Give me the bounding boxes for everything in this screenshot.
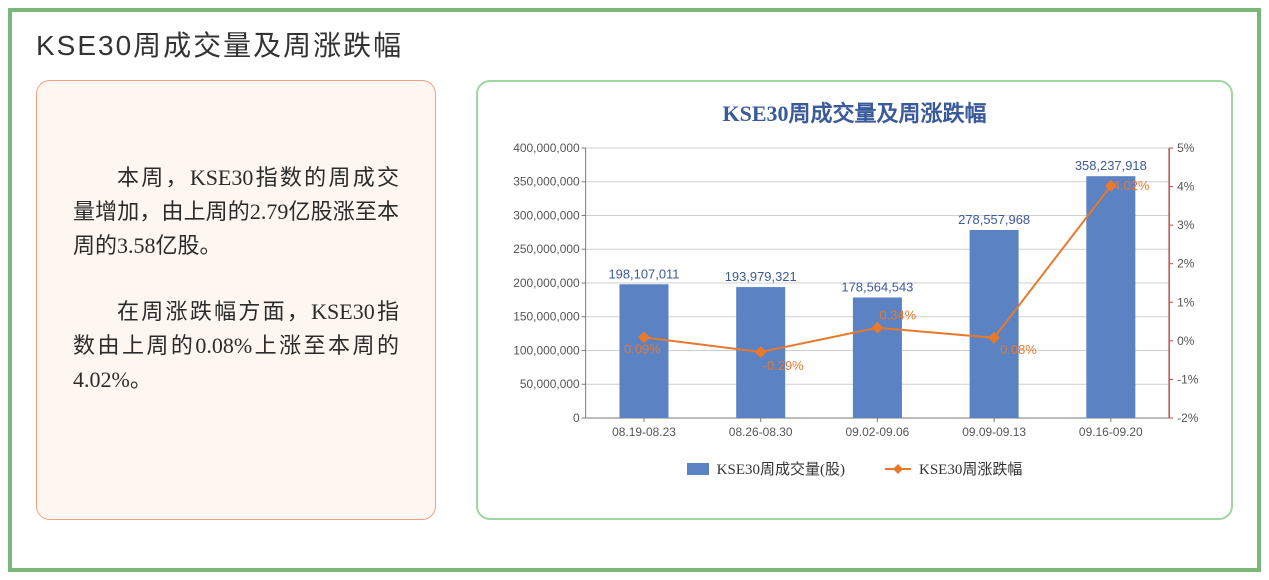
svg-text:2%: 2%	[1177, 257, 1195, 271]
svg-text:200,000,000: 200,000,000	[513, 276, 580, 290]
svg-text:0.34%: 0.34%	[879, 308, 916, 323]
legend-line-swatch	[885, 462, 911, 476]
svg-text:08.26-08.30: 08.26-08.30	[729, 425, 793, 439]
svg-text:178,564,543: 178,564,543	[841, 279, 913, 294]
chart-panel: KSE30周成交量及周涨跌幅 0 50,000,000 100,000,000 150…	[476, 80, 1233, 520]
legend-bar-swatch	[687, 463, 709, 475]
svg-text:-1%: -1%	[1177, 372, 1199, 386]
svg-text:-2%: -2%	[1177, 411, 1199, 425]
chart-title: KSE30周成交量及周涨跌幅	[496, 96, 1213, 128]
legend: KSE30周成交量(股) KSE30周涨跌幅	[496, 458, 1213, 479]
svg-text:5%: 5%	[1177, 141, 1195, 155]
svg-text:100,000,000: 100,000,000	[513, 343, 580, 357]
svg-text:4%: 4%	[1177, 180, 1195, 194]
svg-text:278,557,968: 278,557,968	[958, 212, 1030, 227]
svg-text:09.09-09.13: 09.09-09.13	[962, 425, 1026, 439]
svg-text:358,237,918: 358,237,918	[1075, 158, 1147, 173]
svg-text:0%: 0%	[1177, 334, 1195, 348]
legend-line: KSE30周涨跌幅	[885, 458, 1022, 479]
svg-text:250,000,000: 250,000,000	[513, 242, 580, 256]
svg-text:-0.29%: -0.29%	[763, 358, 804, 373]
svg-text:09.02-09.06: 09.02-09.06	[846, 425, 910, 439]
svg-text:0: 0	[573, 411, 580, 425]
svg-text:300,000,000: 300,000,000	[513, 208, 580, 222]
chart-svg: 0 50,000,000 100,000,000 150,000,000 200,000…	[496, 136, 1213, 446]
svg-text:198,107,011: 198,107,011	[608, 266, 679, 281]
svg-text:150,000,000: 150,000,000	[513, 310, 580, 324]
svg-text:1%: 1%	[1177, 295, 1195, 309]
svg-text:09.16-09.20: 09.16-09.20	[1079, 425, 1143, 439]
content-row: 本周，KSE30指数的周成交量增加，由上周的2.79亿股涨至本周的3.58亿股。…	[36, 80, 1233, 520]
legend-bar: KSE30周成交量(股)	[687, 458, 845, 479]
plot-area: 0 50,000,000 100,000,000 150,000,000 200,000…	[496, 136, 1213, 446]
svg-text:400,000,000: 400,000,000	[513, 141, 580, 155]
text-panel: 本周，KSE30指数的周成交量增加，由上周的2.79亿股涨至本周的3.58亿股。…	[36, 80, 436, 520]
svg-text:350,000,000: 350,000,000	[513, 175, 580, 189]
paragraph-1: 本周，KSE30指数的周成交量增加，由上周的2.79亿股涨至本周的3.58亿股。	[73, 161, 399, 263]
svg-text:4.02%: 4.02%	[1113, 178, 1150, 193]
page-title: KSE30周成交量及周涨跌幅	[36, 24, 1233, 64]
svg-text:08.19-08.23: 08.19-08.23	[612, 425, 676, 439]
legend-line-label: KSE30周涨跌幅	[919, 458, 1022, 479]
outer-frame: KSE30周成交量及周涨跌幅 本周，KSE30指数的周成交量增加，由上周的2.7…	[8, 8, 1261, 572]
bar-3	[970, 230, 1019, 418]
svg-text:3%: 3%	[1177, 218, 1195, 232]
svg-text:193,979,321: 193,979,321	[725, 269, 797, 284]
svg-text:0.08%: 0.08%	[1000, 342, 1037, 357]
bar-4	[1086, 176, 1135, 418]
paragraph-2: 在周涨跌幅方面，KSE30指数由上周的0.08%上涨至本周的4.02%。	[73, 295, 399, 397]
svg-text:0.09%: 0.09%	[624, 341, 661, 356]
svg-text:50,000,000: 50,000,000	[520, 377, 580, 391]
legend-bar-label: KSE30周成交量(股)	[717, 458, 845, 479]
